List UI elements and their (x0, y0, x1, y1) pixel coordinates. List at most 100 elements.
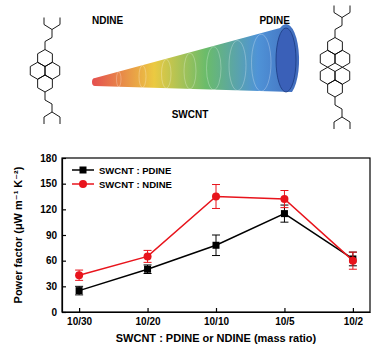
marker (212, 193, 220, 201)
legend-label: SWCNT : NDINE (99, 179, 172, 190)
line (79, 197, 353, 276)
chain (335, 97, 342, 117)
x-tick-mark (284, 308, 285, 312)
chain (334, 6, 342, 18)
y-tick: 30 (46, 281, 66, 292)
annotation: PDINE (259, 15, 290, 26)
chain (45, 30, 52, 50)
error-bar (212, 235, 220, 256)
error-bar-cap (349, 252, 357, 253)
pdine-structure (320, 6, 350, 130)
nanotube-ring (117, 72, 122, 87)
nanotube-ring (229, 41, 246, 91)
x-tick: 10/10 (204, 308, 229, 327)
nanotube-ring (252, 34, 272, 91)
y-tick: 120 (40, 204, 66, 215)
y-tick-label: 60 (46, 255, 58, 266)
x-tick-label: 10/2 (344, 316, 364, 327)
y-tick: 90 (46, 230, 66, 241)
nanotube-end (276, 28, 296, 92)
nanotube (92, 24, 299, 92)
marker (349, 257, 357, 265)
chain (52, 112, 60, 124)
error-bar-cap (349, 252, 357, 253)
legend-marker (79, 180, 87, 188)
legend-label: SWCNT : PDINE (99, 165, 171, 176)
error-bar-cap (212, 235, 220, 236)
error-bar-cap (75, 270, 83, 271)
x-tick: 10/20 (136, 308, 161, 327)
x-tick: 10/30 (67, 308, 92, 327)
chain (342, 6, 350, 18)
legend-marker (80, 167, 87, 174)
chain (45, 92, 52, 112)
chain (335, 18, 342, 38)
nanotube-ring (184, 53, 196, 89)
y-tick-label: 180 (40, 153, 57, 164)
nanotube-body (92, 24, 299, 92)
y-tick-mark (62, 286, 66, 287)
y-axis-title: Power factor (μW m⁻¹ K⁻²) (12, 166, 24, 303)
y-tick: 180 (40, 153, 66, 164)
marker (144, 266, 151, 273)
error-bar-cap (144, 264, 152, 265)
error-bar-cap (144, 250, 152, 251)
error-bar (144, 250, 152, 262)
marker (76, 287, 83, 294)
x-tick-label: 10/20 (136, 316, 161, 327)
illustration (30, 6, 350, 130)
chain (52, 18, 60, 30)
x-tick-label: 10/5 (275, 316, 295, 327)
series (75, 205, 357, 295)
error-bar-cap (212, 208, 220, 209)
error-bar-cap (144, 262, 152, 263)
y-tick-label: 30 (46, 281, 58, 292)
x-tick-mark (353, 308, 354, 312)
error-bar-cap (144, 273, 152, 274)
ring (320, 50, 335, 67)
marker (75, 271, 83, 279)
error-bar (75, 270, 83, 280)
error-bar-cap (280, 190, 288, 191)
y-tick-mark (62, 261, 66, 262)
x-axis: 10/30 10/20 10/10 10/5 10/2 (63, 308, 371, 327)
x-tick-mark (79, 308, 80, 312)
data-layer (75, 185, 357, 295)
marker (281, 210, 288, 217)
x-tick: 10/2 (344, 308, 364, 327)
x-tick: 10/5 (275, 308, 295, 327)
error-bar-cap (212, 255, 220, 256)
y-tick-mark (62, 235, 66, 236)
legend-entry: SWCNT : PDINE (72, 165, 171, 176)
y-tick-label: 120 (40, 204, 57, 215)
nanotube-ring (207, 47, 222, 90)
y-tick-label: 0 (51, 307, 57, 318)
error-bar-cap (212, 184, 220, 185)
legend-entry: SWCNT : NDINE (72, 179, 172, 190)
y-tick: 60 (46, 255, 66, 266)
error-bar-cap (75, 280, 83, 281)
error-bar (144, 265, 152, 274)
marker (213, 242, 220, 249)
chain (44, 18, 52, 30)
y-axis: 0 30 60 90 120 150 180 (40, 153, 66, 318)
x-tick-label: 10/30 (67, 316, 92, 327)
ring (335, 50, 350, 67)
ring (328, 80, 343, 97)
x-axis-title: SWCNT : PDINE or NDINE (mass ratio) (116, 332, 317, 344)
ring (38, 75, 53, 92)
error-bar-cap (280, 222, 288, 223)
error-bar-cap (280, 207, 288, 208)
annotation: SWCNT (172, 109, 209, 120)
nanotube-ring (139, 66, 146, 88)
chain (44, 112, 52, 124)
error-bar (75, 286, 83, 295)
line (79, 214, 353, 291)
chain (342, 117, 350, 129)
error-bar (280, 205, 288, 222)
error-bar (280, 191, 288, 208)
error-bar-cap (75, 294, 83, 295)
y-tick-label: 150 (40, 178, 57, 189)
y-tick-mark (62, 209, 66, 210)
y-tick: 150 (40, 178, 66, 189)
